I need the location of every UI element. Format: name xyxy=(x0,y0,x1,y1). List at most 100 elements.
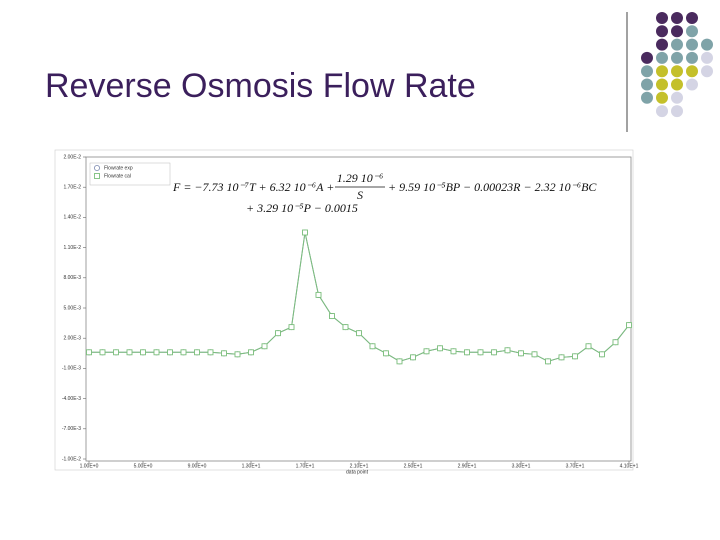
y-tick-label: 2.00E-3 xyxy=(63,336,81,342)
point xyxy=(94,173,100,179)
point xyxy=(626,322,632,329)
annotation: + 9.59 10⁻⁵BP − 0.00023R − 2.32 10⁻⁶BC xyxy=(388,180,597,194)
dot xyxy=(701,65,713,78)
dot xyxy=(656,12,668,24)
point xyxy=(531,351,538,358)
point xyxy=(410,354,416,361)
dot xyxy=(671,91,683,104)
dot xyxy=(686,78,698,91)
dot xyxy=(671,12,683,24)
point xyxy=(518,350,524,357)
legend-box xyxy=(89,162,171,186)
y-tick-label: 1.40E-2 xyxy=(63,215,81,221)
dot xyxy=(656,38,668,51)
dot xyxy=(656,25,668,38)
point xyxy=(261,343,268,350)
point xyxy=(221,350,227,357)
dot xyxy=(671,25,683,38)
point xyxy=(113,349,119,356)
decoration xyxy=(641,12,713,118)
x-tick-label: 1.70E+1 xyxy=(296,463,315,469)
point xyxy=(194,349,200,356)
point xyxy=(558,354,565,361)
dot xyxy=(686,25,698,38)
y-tick-label: -1.00E-2 xyxy=(62,456,81,462)
point xyxy=(572,353,578,360)
y-tick-label: 1.10E-2 xyxy=(63,245,81,251)
point xyxy=(329,313,335,320)
dot xyxy=(701,51,713,64)
dot xyxy=(656,78,668,91)
point xyxy=(491,349,497,356)
dot xyxy=(641,51,653,64)
point xyxy=(288,324,295,331)
point xyxy=(234,351,241,358)
dot xyxy=(671,51,683,64)
y-tick-label: -1.00E-3 xyxy=(62,366,81,372)
point xyxy=(207,349,214,356)
point xyxy=(356,330,362,337)
x-tick-label: 1.00E+0 xyxy=(80,463,99,469)
dot xyxy=(671,78,683,91)
point xyxy=(126,349,133,356)
dot xyxy=(686,65,698,78)
dot xyxy=(656,91,668,104)
x-tick-label: 4.10E+1 xyxy=(620,463,639,469)
point xyxy=(599,351,605,358)
point xyxy=(275,330,281,337)
point xyxy=(248,349,254,356)
point xyxy=(167,349,173,356)
point xyxy=(545,358,551,365)
point xyxy=(464,349,470,356)
point xyxy=(396,358,403,365)
annotation: F = −7.73 10⁻⁷T + 6.32 10⁻⁶A + xyxy=(172,180,334,194)
dot xyxy=(641,78,653,91)
dot xyxy=(656,51,668,64)
point xyxy=(477,349,484,356)
point xyxy=(369,343,376,350)
point xyxy=(383,350,389,357)
y-tick-label: 1.70E-2 xyxy=(63,185,81,191)
point xyxy=(612,339,619,346)
point xyxy=(180,349,187,356)
y-tick-label: 8.00E-3 xyxy=(63,275,81,281)
x-tick-label: 5.00E+0 xyxy=(134,463,153,469)
x-tick-label: 2.90E+1 xyxy=(458,463,477,469)
x-tick-label: 2.50E+1 xyxy=(404,463,423,469)
legend-label: Flowrate cal xyxy=(104,173,131,179)
annotation: S xyxy=(357,188,363,202)
slide-title: Reverse Osmosis Flow Rate xyxy=(45,67,476,105)
point xyxy=(437,345,443,352)
annotation: 1.29 10⁻⁶ xyxy=(337,171,384,185)
annotation: + 3.29 10⁻⁵P − 0.0015 xyxy=(246,201,358,215)
x-tick-label: 9.00E+0 xyxy=(188,463,207,469)
dot xyxy=(656,105,668,118)
dot xyxy=(701,38,713,51)
x-tick-label: 3.30E+1 xyxy=(512,463,531,469)
plot-area xyxy=(85,156,632,462)
dot xyxy=(641,65,653,78)
y-tick-label: -7.00E-3 xyxy=(62,426,81,432)
point xyxy=(93,164,101,172)
y-tick-label: -4.00E-3 xyxy=(62,396,81,402)
dot xyxy=(686,38,698,51)
x-tick-label: 3.70E+1 xyxy=(566,463,585,469)
x-tick-label: 1.30E+1 xyxy=(242,463,261,469)
dot xyxy=(671,38,683,51)
legend-label: Flowrate exp xyxy=(104,165,133,171)
point xyxy=(504,347,511,354)
point xyxy=(86,349,92,356)
point xyxy=(302,229,308,236)
dot xyxy=(671,65,683,78)
point xyxy=(140,349,146,356)
point xyxy=(450,348,457,355)
x-axis-label: data point xyxy=(346,469,369,475)
dot xyxy=(641,91,653,104)
point xyxy=(423,348,430,355)
point xyxy=(585,343,592,350)
point xyxy=(315,291,322,298)
dot xyxy=(671,105,683,118)
point xyxy=(342,324,349,331)
